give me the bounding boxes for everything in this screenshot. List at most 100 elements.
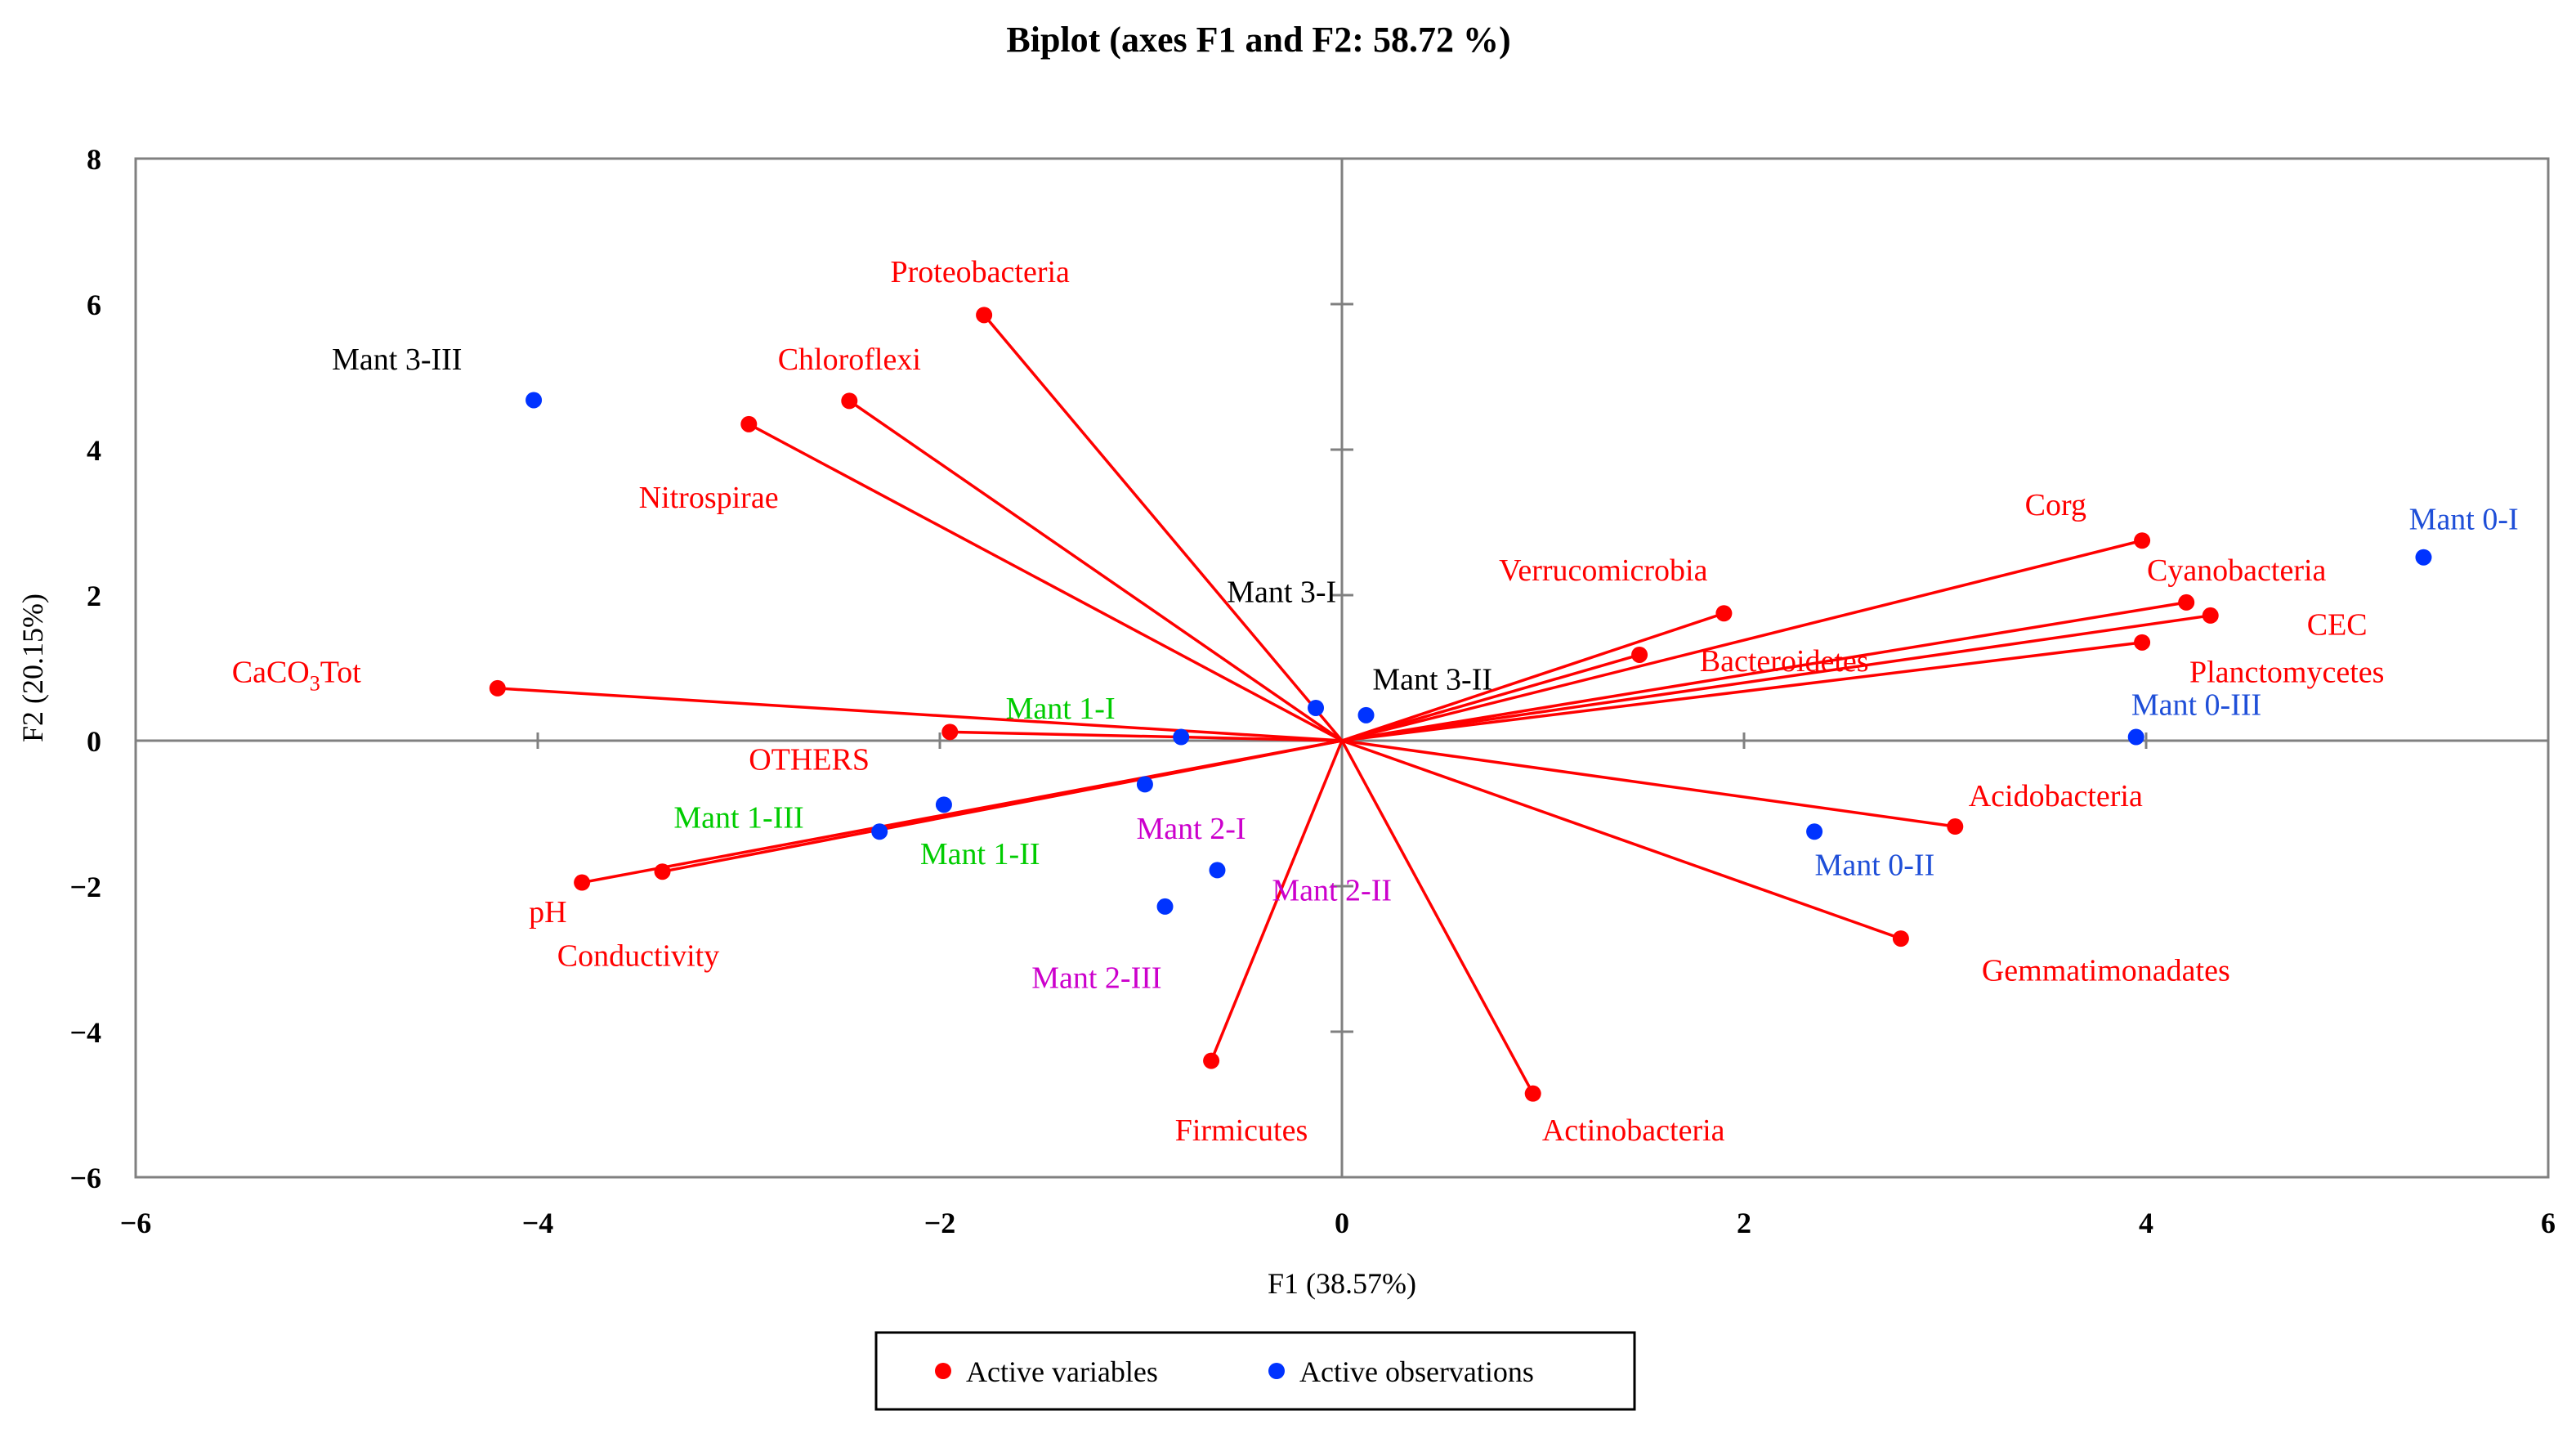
variable-label-others: OTHERS bbox=[749, 742, 870, 777]
y-tick-label: 6 bbox=[87, 289, 101, 321]
variable-point-others bbox=[941, 723, 959, 741]
vector-planctomycetes bbox=[1341, 641, 2143, 742]
x-tick-label: −6 bbox=[120, 1207, 152, 1239]
vector-chloroflexi bbox=[848, 399, 1343, 742]
variable-label-cyanobacteria: Cyanobacteria bbox=[2147, 553, 2327, 588]
tick-labels: −6 −4 −2 0 2 4 6 −6 −4 −2 0 2 4 6 8 bbox=[69, 143, 2556, 1239]
x-tick-label: −2 bbox=[924, 1207, 956, 1239]
vector-cyanobacteria bbox=[1341, 601, 2187, 742]
y-tick-label: −4 bbox=[69, 1016, 101, 1049]
observation-point-mant-2-ii bbox=[1209, 862, 1226, 879]
points-layer bbox=[489, 307, 2432, 1102]
vector-acidobacteria bbox=[1341, 739, 1956, 828]
variable-point-actinobacteria bbox=[1524, 1085, 1541, 1102]
variable-point-gemmatimonadates bbox=[1892, 930, 1909, 947]
variable-label-proteobacteria: Proteobacteria bbox=[890, 255, 1070, 289]
x-tick-label: 6 bbox=[2541, 1207, 2556, 1239]
observation-label-mant-2-iii: Mant 2-III bbox=[1031, 961, 1161, 995]
vector-corg bbox=[1341, 539, 2143, 742]
vector-nitrospirae bbox=[748, 423, 1343, 742]
observation-label-mant-0-ii: Mant 0-II bbox=[1815, 848, 1935, 882]
observation-label-mant-0-iii: Mant 0-III bbox=[2131, 688, 2261, 723]
vector-actinobacteria bbox=[1340, 740, 1535, 1095]
variable-label-acidobacteria: Acidobacteria bbox=[1969, 779, 2143, 813]
variable-point-corg bbox=[2134, 532, 2151, 549]
variable-point-verrucomicrobia bbox=[1715, 605, 1733, 622]
variable-label-ph: pH bbox=[529, 895, 566, 930]
vector-caco3tot bbox=[497, 687, 1343, 742]
y-tick-label: 0 bbox=[87, 725, 101, 758]
variable-point-nitrospirae bbox=[740, 415, 758, 432]
vector-cec bbox=[1341, 614, 2211, 742]
variable-point-ph bbox=[574, 874, 591, 891]
observation-point-mant-0-i bbox=[2415, 549, 2432, 566]
y-tick-label: 4 bbox=[87, 434, 101, 467]
axes-layer bbox=[136, 159, 2548, 1177]
vector-proteobacteria bbox=[982, 314, 1344, 742]
y-tick-label: −6 bbox=[69, 1162, 101, 1194]
observation-point-mant-3-ii bbox=[1357, 706, 1375, 723]
variable-point-firmicutes bbox=[1203, 1052, 1220, 1069]
legend-label-variables: Active variables bbox=[966, 1355, 1158, 1388]
y-tick-label: 2 bbox=[87, 580, 101, 612]
variable-point-acidobacteria bbox=[1947, 818, 1964, 835]
observation-point-mant-1-i bbox=[1173, 728, 1190, 746]
variable-label-actinobacteria: Actinobacteria bbox=[1542, 1113, 1725, 1148]
observation-label-mant-3-i: Mant 3-I bbox=[1227, 576, 1336, 610]
legend-label-observations: Active observations bbox=[1299, 1355, 1534, 1388]
vector-bacteroidetes bbox=[1341, 653, 1640, 742]
observation-point-mant-1-iii bbox=[871, 823, 888, 840]
observation-point-mant-0-ii bbox=[1806, 823, 1823, 840]
observation-label-mant-2-ii: Mant 2-II bbox=[1272, 873, 1392, 907]
x-tick-label: 2 bbox=[1737, 1207, 1751, 1239]
y-tick-label: −2 bbox=[69, 871, 101, 903]
variable-point-cyanobacteria bbox=[2178, 594, 2195, 611]
legend-box bbox=[874, 1331, 1636, 1411]
observation-label-mant-2-i: Mant 2-I bbox=[1136, 812, 1246, 846]
variable-label-nitrospirae: Nitrospirae bbox=[639, 481, 779, 515]
variable-label-corg: Corg bbox=[2025, 488, 2086, 522]
variable-label-cec: CEC bbox=[2307, 608, 2368, 643]
variable-label-verrucomicrobia: Verrucomicrobia bbox=[1499, 553, 1707, 588]
legend: Active variables Active observations bbox=[874, 1331, 1636, 1411]
observation-label-mant-0-i: Mant 0-I bbox=[2409, 503, 2519, 537]
legend-marker-observations bbox=[1268, 1363, 1285, 1379]
variable-label-gemmatimonadates: Gemmatimonadates bbox=[1982, 953, 2230, 988]
variable-label-conductivity: Conductivity bbox=[557, 939, 719, 974]
x-tick-label: −4 bbox=[522, 1207, 554, 1239]
observation-label-mant-1-iii: Mant 1-III bbox=[673, 800, 803, 835]
variable-point-bacteroidetes bbox=[1631, 646, 1648, 663]
variable-point-planctomycetes bbox=[2134, 634, 2151, 651]
observation-point-mant-3-i bbox=[1308, 699, 1325, 716]
variable-label-planctomycetes: Planctomycetes bbox=[2189, 655, 2384, 689]
variable-point-chloroflexi bbox=[841, 392, 858, 410]
observation-label-mant-3-iii: Mant 3-III bbox=[332, 343, 462, 377]
labels-layer: Proteobacteria Chloroflexi Nitrospirae CaCO… bbox=[232, 255, 2519, 1148]
variable-label-bacteroidetes: Bacteroidetes bbox=[1700, 644, 1869, 679]
legend-marker-variables bbox=[935, 1363, 951, 1379]
vector-verrucomicrobia bbox=[1341, 611, 1724, 742]
variable-vectors bbox=[497, 314, 2211, 1095]
observation-point-mant-1-ii bbox=[935, 796, 952, 813]
y-tick-label: 8 bbox=[87, 143, 101, 176]
x-tick-label: 0 bbox=[1335, 1207, 1349, 1239]
variable-point-proteobacteria bbox=[976, 307, 993, 324]
observation-point-mant-2-i bbox=[1136, 776, 1153, 793]
observation-label-mant-1-i: Mant 1-I bbox=[1006, 692, 1116, 726]
variable-point-caco3tot bbox=[489, 679, 506, 697]
vector-firmicutes bbox=[1210, 740, 1344, 1062]
observation-label-mant-1-ii: Mant 1-II bbox=[920, 837, 1040, 871]
vector-others bbox=[950, 730, 1343, 742]
variable-label-caco3tot: CaCO3Tot bbox=[232, 655, 362, 695]
x-axis-label: F1 (38.57%) bbox=[1268, 1267, 1416, 1300]
variable-point-conductivity bbox=[654, 863, 671, 880]
variable-label-firmicutes: Firmicutes bbox=[1175, 1113, 1308, 1148]
observation-point-mant-3-iii bbox=[525, 392, 543, 409]
observation-point-mant-2-iii bbox=[1156, 898, 1174, 915]
observation-point-mant-0-iii bbox=[2127, 728, 2144, 746]
vector-conductivity bbox=[662, 739, 1343, 873]
variable-label-chloroflexi: Chloroflexi bbox=[778, 343, 921, 377]
x-tick-label: 4 bbox=[2139, 1207, 2153, 1239]
observation-label-mant-3-ii: Mant 3-II bbox=[1372, 662, 1492, 697]
